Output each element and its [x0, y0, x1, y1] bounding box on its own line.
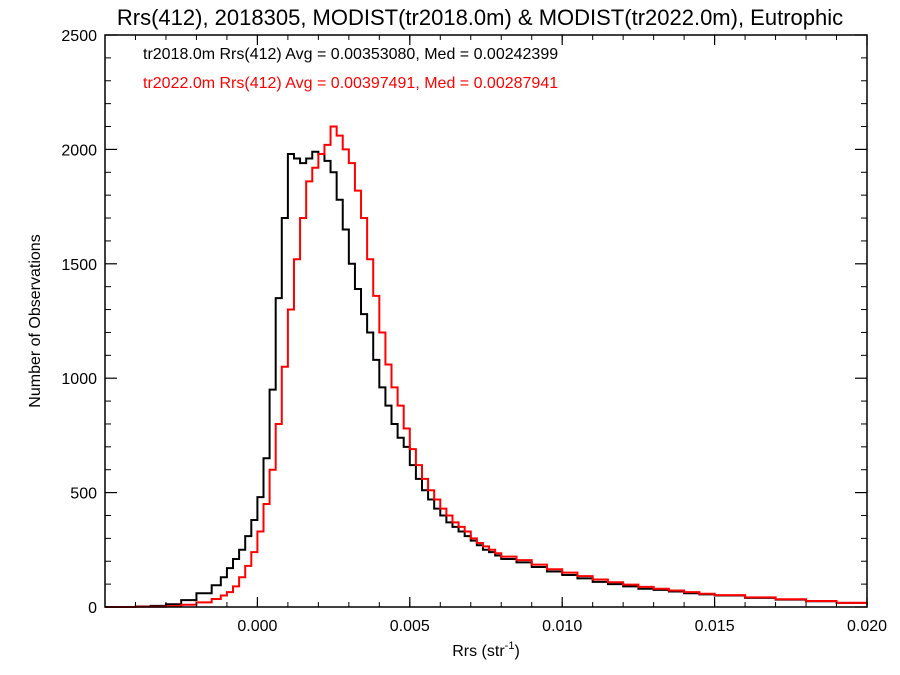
series-line-1	[105, 150, 868, 608]
x-tick-label: 0.015	[695, 618, 735, 635]
x-tick-label: 0.010	[542, 618, 582, 635]
chart-title: Rrs(412), 2018305, MODIST(tr2018.0m) & M…	[117, 5, 843, 30]
y-tick-label: 1500	[61, 257, 97, 274]
x-tick-label: 0.005	[390, 618, 430, 635]
y-tick-label: 1000	[61, 371, 97, 388]
y-axis-label: Number of Observations	[27, 234, 44, 407]
legend: tr2018.0m Rrs(412) Avg = 0.00353080, Med…	[143, 46, 558, 92]
x-tick-label: 0.020	[847, 618, 887, 635]
x-axis-label: Rrs (str-1)	[452, 640, 520, 660]
x-tick-label: 0.000	[237, 618, 277, 635]
plot-area: 0.000 0.005 0.010 0.015 0.020 0 500 1000 1500 20…	[61, 28, 887, 635]
x-axis-label-text: Rrs (str	[452, 643, 505, 660]
legend-entry-2: tr2022.0m Rrs(412) Avg = 0.00397491, Med…	[143, 75, 558, 92]
plot-frame	[104, 34, 868, 608]
series-layer	[105, 125, 868, 608]
y-tick-label: 2000	[61, 142, 97, 159]
y-axis-ticks: 0 500 1000 1500 2000 2500	[61, 28, 867, 617]
x-axis-label-superscript: -1	[505, 640, 515, 652]
x-axis-ticks: 0.000 0.005 0.010 0.015 0.020	[104, 35, 887, 635]
y-tick-label: 500	[70, 486, 97, 503]
y-tick-label: 0	[88, 600, 97, 617]
legend-entry-1: tr2018.0m Rrs(412) Avg = 0.00353080, Med…	[143, 46, 558, 63]
series-line-2	[105, 125, 868, 608]
x-axis-label-close: )	[514, 643, 519, 660]
y-tick-label: 2500	[61, 28, 97, 45]
